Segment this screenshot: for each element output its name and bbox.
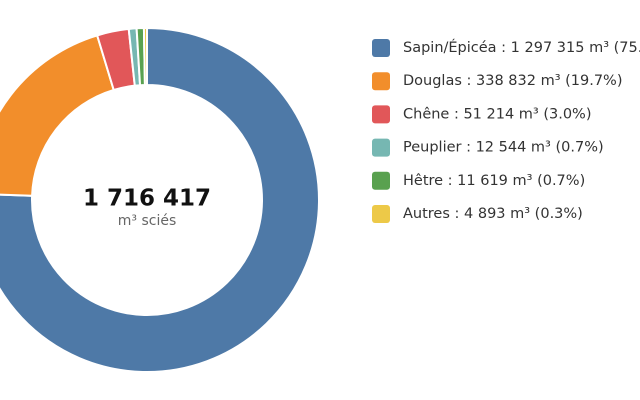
legend-label: Douglas : 338 832 m³ (19.7%) xyxy=(403,73,623,89)
legend-label: Peuplier : 12 544 m³ (0.7%) xyxy=(403,140,604,156)
legend-label: Hêtre : 11 619 m³ (0.7%) xyxy=(403,173,585,189)
total-caption: m³ sciés xyxy=(118,213,177,229)
slice xyxy=(0,34,115,197)
total-value: 1 716 417 xyxy=(83,186,211,212)
legend-swatch xyxy=(372,205,390,223)
legend-swatch xyxy=(372,138,390,157)
legend-label: Sapin/Épicéa : 1 297 315 m³ (75.6%) xyxy=(403,39,640,56)
slice xyxy=(0,26,320,373)
slice xyxy=(142,26,148,87)
legend-swatch xyxy=(372,39,390,57)
legend-swatch xyxy=(372,72,390,91)
legend-label: Chêne : 51 214 m³ (3.0%) xyxy=(403,106,592,122)
legend-swatch xyxy=(372,171,390,190)
legend-label: Autres : 4 893 m³ (0.3%) xyxy=(403,206,583,222)
legend-swatch xyxy=(372,105,390,124)
